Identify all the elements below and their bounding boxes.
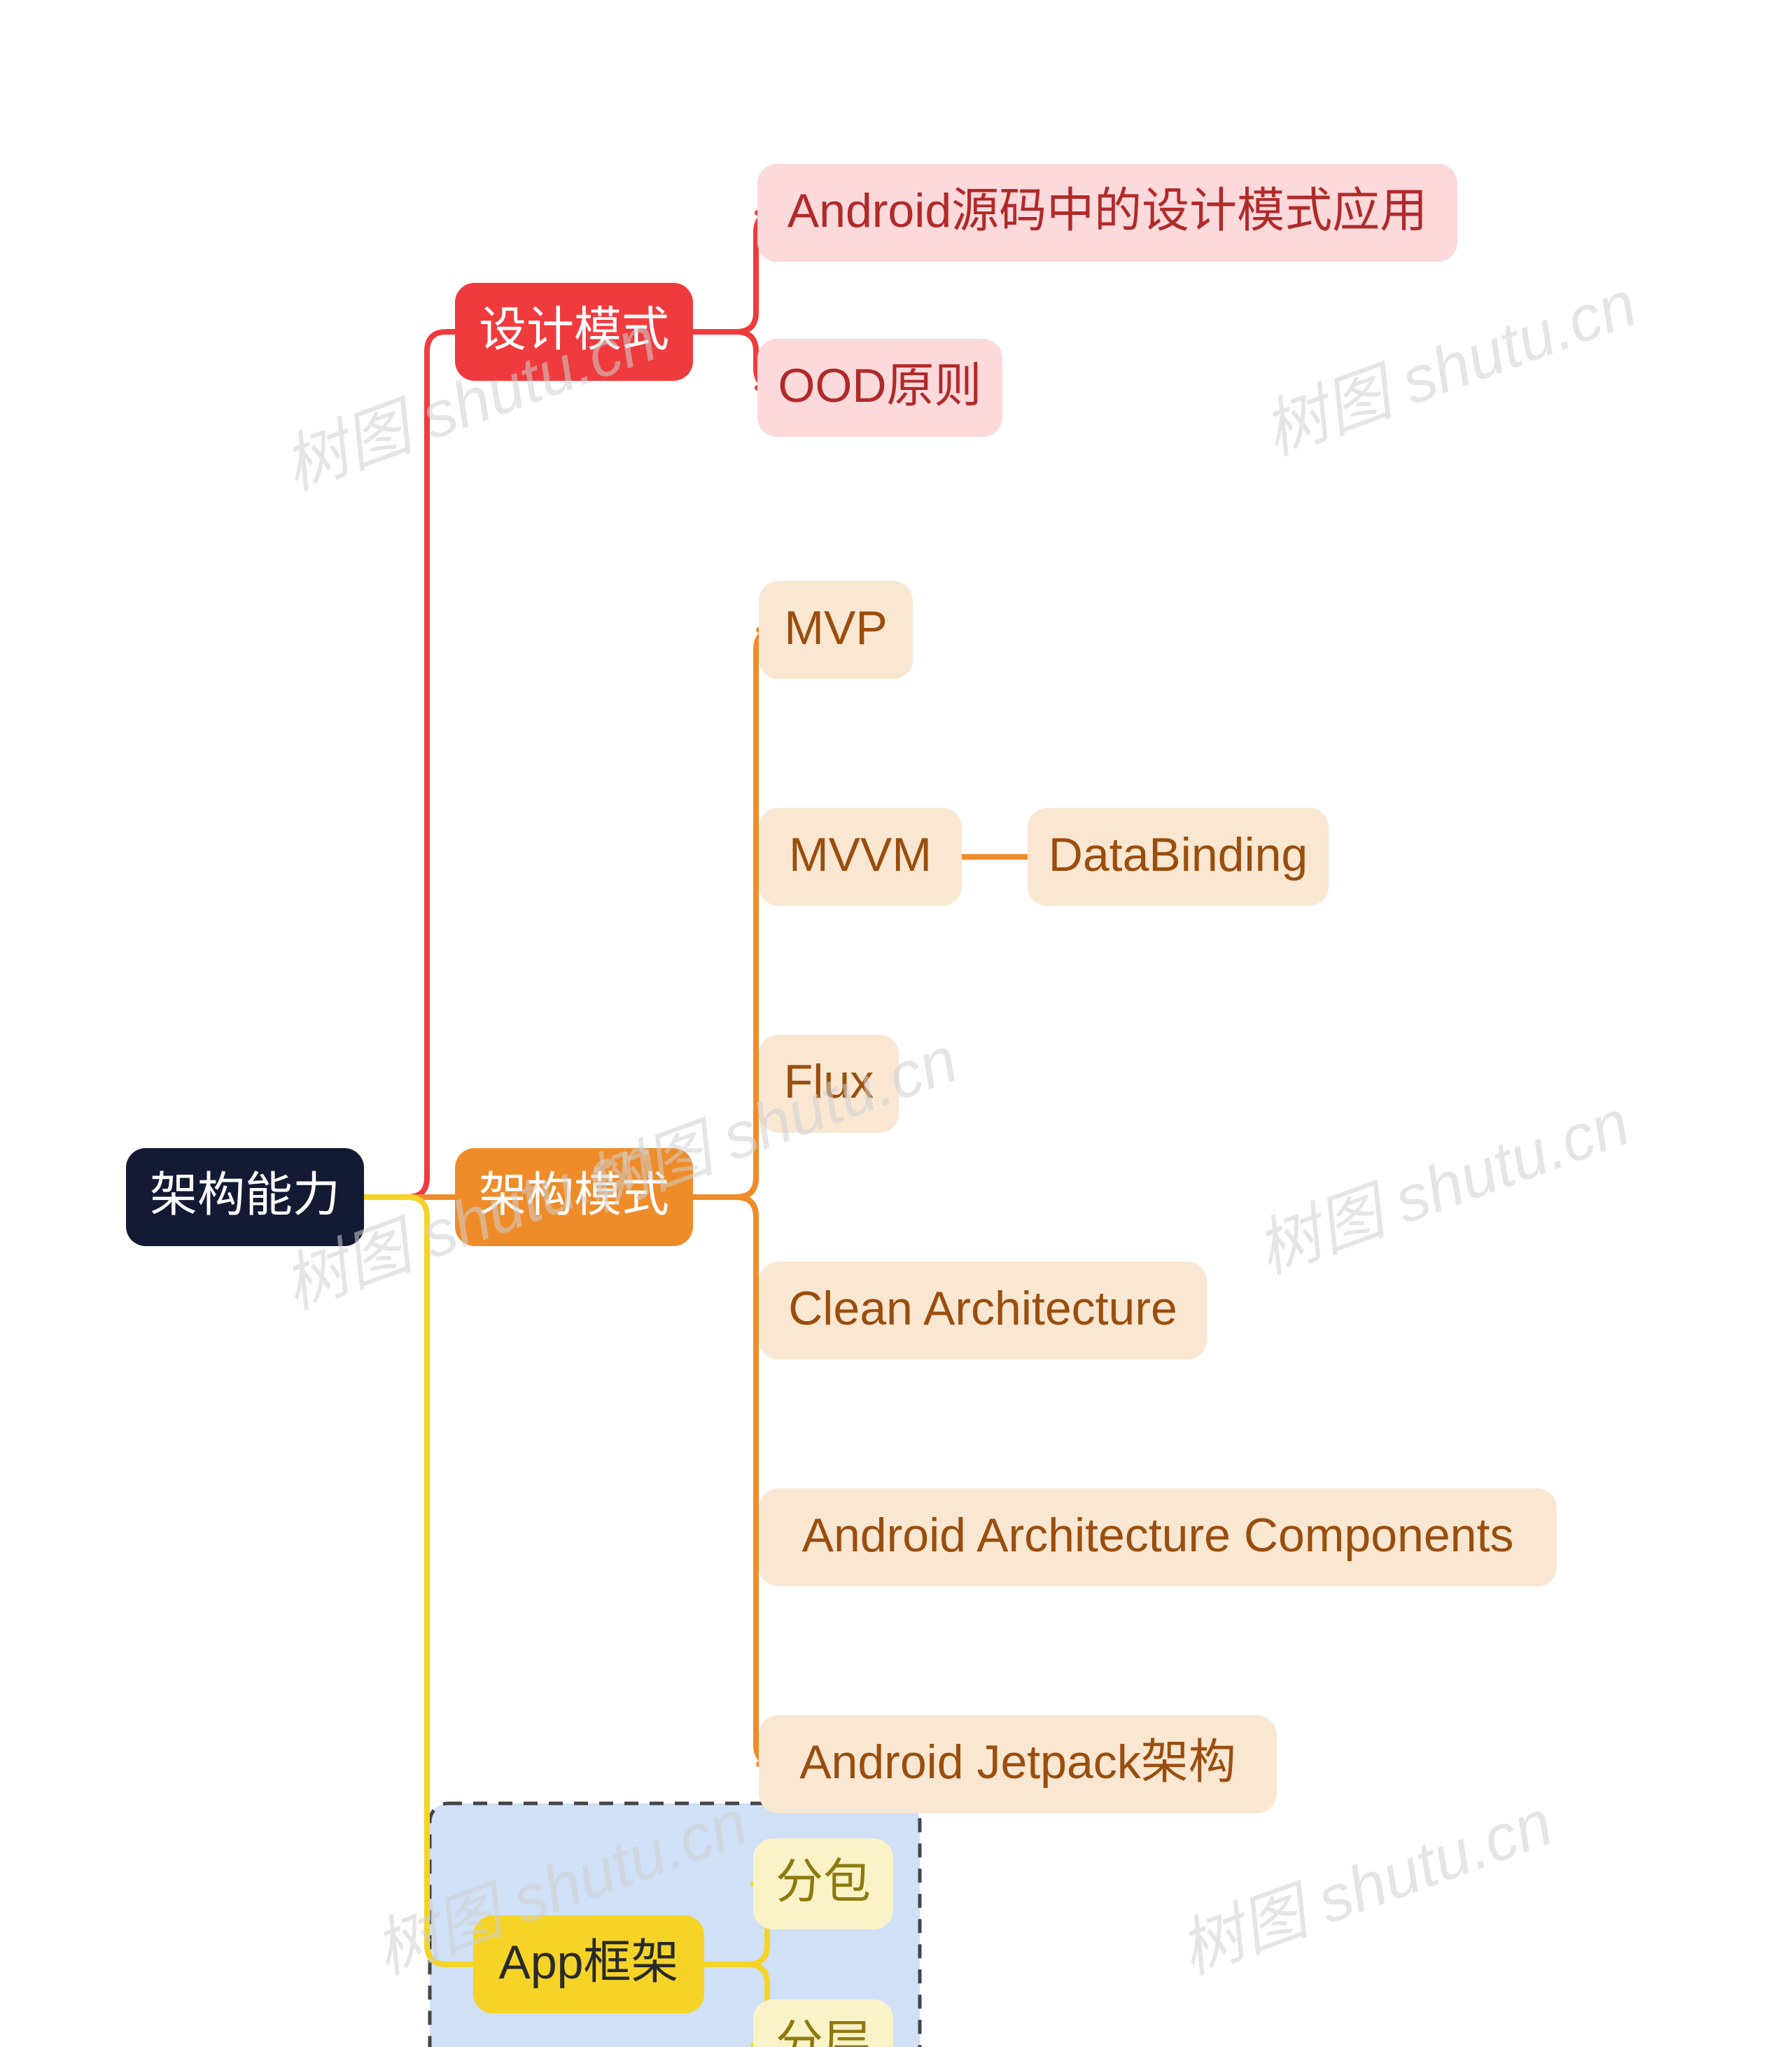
leaf-node-label: Flux	[784, 1055, 874, 1108]
leaf-node-label: Android Jetpack架构	[799, 1735, 1236, 1789]
leaf-node: OOD原则	[757, 339, 1002, 437]
branch-node-arch-label: 架构模式	[479, 1168, 669, 1222]
connector	[693, 857, 776, 1197]
watermark: 树图 shutu.cn	[1170, 1787, 1562, 1987]
leaf-node-label: OOD原则	[778, 359, 982, 412]
leaf-node-label: DataBinding	[1049, 828, 1308, 881]
branch-node-app-label: App框架	[499, 1936, 679, 1989]
leaf-node: Flux	[759, 1035, 899, 1133]
watermark: 树图 shutu.cn	[1254, 267, 1646, 468]
leaf-node-label: Clean Architecture	[788, 1282, 1177, 1335]
root-node-label: 架构能力	[150, 1168, 340, 1222]
leaf-node: 分包	[753, 1838, 893, 1929]
leaf-node: MVVM	[759, 808, 962, 906]
leaf-node-label: Android Architecture Components	[802, 1509, 1514, 1562]
root-node: 架构能力	[126, 1148, 364, 1246]
leaf-node: Android源码中的设计模式应用	[757, 164, 1457, 262]
leaf-node-label: 分包	[776, 1855, 871, 1908]
leaf-node: Clean Architecture	[759, 1262, 1207, 1360]
leaf-node-label: MVP	[784, 601, 887, 655]
leaf-node: Android Architecture Components	[759, 1488, 1557, 1586]
branch-node-design-label: 设计模式	[479, 303, 669, 356]
leaf-node-label: Android源码中的设计模式应用	[788, 184, 1427, 237]
watermark: 树图 shutu.cn	[1247, 1087, 1639, 1287]
connector	[693, 1197, 776, 1537]
leaf-node-label: MVVM	[789, 828, 932, 881]
leaf-node: MVP	[759, 581, 913, 679]
branch-node-arch: 架构模式	[455, 1148, 693, 1246]
branch-node-design: 设计模式	[455, 283, 693, 381]
leaf-node: DataBinding	[1028, 808, 1329, 906]
connector	[364, 332, 455, 1197]
leaf-node-label: 分层	[776, 2016, 871, 2047]
leaf-node: 分层	[753, 1999, 893, 2047]
leaf-node: Android Jetpack架构	[759, 1715, 1277, 1813]
branch-node-app: App框架	[473, 1915, 704, 2013]
